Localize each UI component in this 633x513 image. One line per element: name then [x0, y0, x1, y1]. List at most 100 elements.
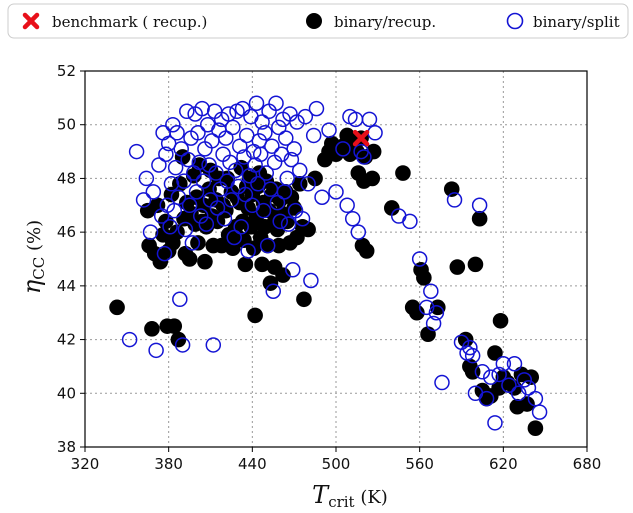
data-point-recup — [519, 396, 535, 412]
data-point-split — [218, 130, 234, 146]
data-point-split — [268, 95, 284, 111]
data-point-split — [344, 210, 361, 227]
data-point-split — [180, 151, 196, 168]
data-point-split — [280, 216, 297, 232]
data-point-split — [356, 149, 372, 165]
y-tick-label: 52 — [57, 62, 76, 80]
data-point-recup — [109, 299, 125, 316]
y-tick-label: 40 — [57, 384, 76, 402]
data-point-recup — [527, 420, 544, 437]
data-point-split — [303, 272, 319, 289]
data-point-split — [483, 369, 499, 385]
data-point-split — [169, 125, 185, 141]
data-point-split — [265, 283, 281, 299]
data-point-split — [491, 366, 507, 383]
data-point-split — [165, 116, 181, 133]
x-tick-label: 620 — [489, 455, 518, 473]
data-point-recup — [487, 345, 503, 361]
data-point-split — [179, 103, 195, 120]
data-point-split — [170, 189, 187, 205]
data-point-split — [446, 192, 463, 208]
data-point-split — [195, 173, 212, 189]
data-point-split — [222, 154, 238, 171]
data-point-split — [402, 213, 418, 230]
grid-lines — [85, 71, 587, 447]
x-tick-label: 680 — [573, 455, 602, 473]
x-tick-label: 440 — [238, 455, 267, 473]
data-point-split — [506, 355, 523, 372]
data-point-split — [255, 202, 272, 219]
legend-hollow-circle-icon — [506, 12, 524, 30]
data-point-split — [516, 372, 532, 388]
y-axis-label: ηCC (%) — [18, 220, 48, 294]
data-point-split — [434, 374, 450, 391]
legend-label-split: binary/split — [533, 13, 620, 31]
data-point-split — [272, 213, 288, 230]
data-point-recup — [152, 253, 169, 270]
x-axis-ticks: 320 380 440 500 560 620 680 — [71, 447, 602, 473]
data-point-split — [305, 127, 322, 144]
data-point-split — [278, 130, 294, 146]
data-point-recup — [492, 312, 509, 329]
data-point-split — [188, 184, 205, 200]
data-point-recup — [262, 275, 279, 291]
x-tick-label: 560 — [405, 455, 434, 473]
data-point-recup — [409, 304, 425, 321]
y-axis-label-sub: CC — [30, 257, 48, 280]
data-point-split — [148, 342, 164, 359]
x-tick-label: 380 — [154, 455, 183, 473]
data-point-split — [474, 364, 491, 380]
data-point-split — [259, 237, 276, 254]
data-point-split — [216, 210, 233, 227]
y-axis-ticks: 38 40 42 44 46 48 50 52 — [57, 62, 85, 456]
data-point-split — [248, 95, 265, 111]
data-point-split — [223, 192, 240, 208]
data-point-recup — [166, 318, 183, 334]
x-axis-label: Tcrit (K) — [312, 481, 388, 511]
data-point-split — [205, 337, 222, 353]
data-point-split — [291, 162, 308, 179]
data-point-split — [191, 154, 208, 171]
y-tick-label: 50 — [57, 116, 76, 134]
data-point-split — [156, 245, 173, 262]
data-point-split — [314, 189, 330, 205]
data-point-split — [155, 125, 171, 141]
data-point-split — [462, 339, 478, 356]
data-point-split — [487, 415, 503, 431]
data-point-split — [271, 119, 287, 136]
y-axis-label-main: η — [18, 279, 46, 294]
data-point-split — [428, 304, 445, 321]
data-point-split — [361, 111, 378, 128]
x-tick-label: 320 — [71, 455, 100, 473]
data-point-split — [236, 149, 252, 165]
data-point-split — [208, 165, 224, 181]
data-point-split — [478, 390, 495, 407]
data-point-recup — [383, 200, 400, 216]
data-point-split — [335, 141, 351, 157]
data-point-recup — [190, 235, 206, 251]
data-point-split — [520, 380, 537, 396]
data-point-split — [176, 173, 192, 189]
data-point-recup — [169, 224, 185, 240]
legend-label-benchmark: benchmark ( recup.) — [52, 13, 207, 31]
data-point-recup — [254, 256, 270, 273]
data-point-recup — [457, 331, 474, 348]
data-point-split — [308, 100, 325, 117]
data-point-split — [226, 229, 242, 246]
data-point-split — [237, 186, 254, 203]
data-point-recup — [261, 202, 277, 219]
data-point-split — [138, 170, 155, 187]
legend-label-recup: binary/recup. — [334, 13, 436, 31]
data-point-split — [289, 114, 305, 130]
data-point-recup — [144, 321, 160, 337]
legend-entry-benchmark: benchmark ( recup.) — [22, 12, 207, 31]
x-axis-label-main: T — [312, 481, 330, 509]
data-point-split — [190, 125, 206, 141]
data-point-benchmark — [352, 129, 370, 147]
data-point-split — [128, 143, 145, 160]
data-point-split — [471, 197, 488, 214]
data-point-recup — [364, 170, 381, 187]
legend-x-glyph — [22, 12, 40, 30]
data-point-recup — [237, 256, 254, 273]
data-point-split — [194, 100, 210, 117]
